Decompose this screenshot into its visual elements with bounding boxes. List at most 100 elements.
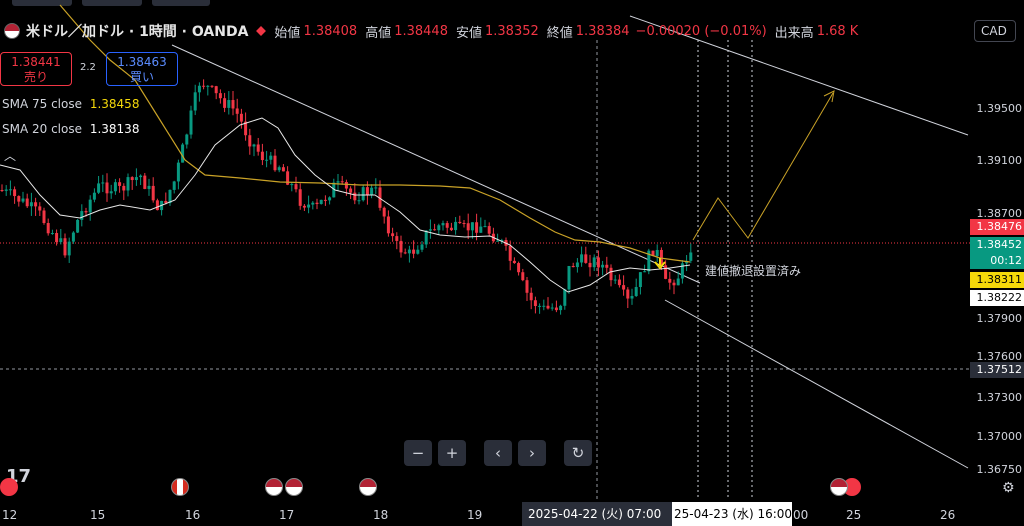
candle-body (206, 85, 210, 87)
candle-body (281, 167, 285, 172)
usd-event-flag-icon[interactable] (285, 478, 303, 496)
crosshair-time-label: 2025-04-22 (火) 07:00 (522, 502, 676, 526)
candle-body (134, 177, 138, 181)
price-tick: 1.38700 (976, 207, 1023, 220)
low-value: 1.38352 (485, 23, 539, 39)
candle-body (643, 271, 647, 273)
candle-body (42, 210, 46, 224)
sell-price: 1.38441 (11, 55, 61, 69)
candle-body (580, 254, 584, 263)
candle-body (197, 85, 201, 93)
candle-body (109, 191, 113, 194)
candle-body (164, 200, 168, 204)
candle-body (76, 219, 80, 233)
candle-body (155, 200, 159, 211)
candle-body (416, 249, 420, 254)
candle-body (512, 260, 516, 264)
cad-event-flag-icon[interactable] (171, 478, 189, 496)
trendline-upper (171, 44, 701, 284)
candle-body (323, 199, 327, 201)
candle-body (395, 236, 399, 241)
economic-event-icon[interactable] (0, 478, 18, 496)
candle-body (210, 85, 214, 87)
sma20-legend[interactable]: SMA 20 close 1.38138 (2, 122, 139, 136)
price-tick: 1.37000 (976, 430, 1023, 443)
candle-body (466, 223, 470, 231)
symbol-title[interactable]: 米ドル／加ドル · 1時間 · OANDA (26, 24, 249, 40)
candle-body (273, 155, 277, 171)
projection-arrowhead (823, 90, 835, 103)
candle-body (676, 278, 680, 286)
candle-body (462, 223, 466, 225)
candle-body (508, 245, 512, 261)
candle-body (260, 151, 264, 161)
crosshair-price-label: 1.37512 (970, 362, 1024, 378)
candle-body (441, 223, 445, 226)
candle-body (525, 280, 529, 293)
tab-stub[interactable] (152, 0, 210, 6)
candle-body (143, 175, 147, 189)
candle-body (139, 175, 143, 178)
scroll-left-button[interactable]: ‹ (484, 440, 512, 466)
candle-body (92, 192, 96, 200)
candle-body (575, 262, 579, 268)
candle-body (181, 144, 185, 163)
buy-label: 買い (129, 70, 154, 84)
candle-body (332, 182, 336, 198)
candle-body (437, 225, 441, 231)
candle-body (454, 221, 458, 231)
candle-body (403, 252, 407, 254)
chart-annotation-text[interactable]: 建値撤退設置済み (705, 264, 802, 278)
usd-event-flag-icon[interactable] (359, 478, 377, 496)
time-tick: 17 (279, 508, 295, 522)
candle-body (412, 249, 416, 254)
reset-chart-button[interactable]: ↻ (564, 440, 592, 466)
collapse-legend-icon[interactable]: ︿ (4, 149, 17, 163)
candle-body (365, 187, 369, 196)
sell-button[interactable]: 1.38441 売り (0, 52, 72, 86)
candle-body (97, 183, 101, 193)
candle-body (294, 184, 298, 190)
sma75-value: 1.38458 (89, 97, 140, 111)
time-tick-partial: 00 (793, 508, 809, 522)
usd-event-flag-icon[interactable] (265, 478, 283, 496)
candle-body (592, 257, 596, 268)
close-label: 終値 (546, 25, 573, 41)
candle-body (214, 86, 218, 94)
candle-body (680, 263, 684, 279)
open-label: 始値 (274, 25, 301, 41)
candle-body (63, 238, 67, 256)
candle-body (613, 279, 617, 281)
buy-button[interactable]: 1.38463 買い (106, 52, 178, 86)
zoom-in-button[interactable]: + (438, 440, 466, 466)
scroll-right-button[interactable]: › (518, 440, 546, 466)
candle-body (483, 226, 487, 228)
candle-body (147, 185, 151, 189)
candle-body (533, 300, 537, 307)
candle-body (584, 254, 588, 263)
chart-settings-icon[interactable]: ⚙ (1002, 480, 1015, 496)
candle-body (189, 110, 193, 135)
currency-button[interactable]: CAD (974, 20, 1016, 42)
candle-body (130, 177, 134, 181)
sma75-legend[interactable]: SMA 75 close 1.38458 (2, 97, 139, 111)
candle-body (46, 223, 50, 234)
tab-stub[interactable] (12, 0, 72, 6)
candle-body (382, 207, 386, 217)
time-axis[interactable] (0, 500, 970, 526)
time-tick: 18 (373, 508, 389, 522)
candle-body (302, 205, 306, 208)
candle-body (651, 250, 655, 256)
candle-body (307, 204, 311, 208)
zoom-out-button[interactable]: − (404, 440, 432, 466)
candle-body (105, 182, 109, 194)
tab-stub[interactable] (82, 0, 142, 6)
usd-event-flag-icon[interactable] (830, 478, 848, 496)
price-tick: 1.37300 (976, 391, 1023, 404)
candle-body (0, 190, 4, 191)
candle-body (420, 244, 424, 250)
sma20-value: 1.38138 (89, 122, 140, 136)
projection-time-label: 25-04-23 (水) 16:00 (672, 502, 792, 526)
candle-body (17, 196, 21, 202)
